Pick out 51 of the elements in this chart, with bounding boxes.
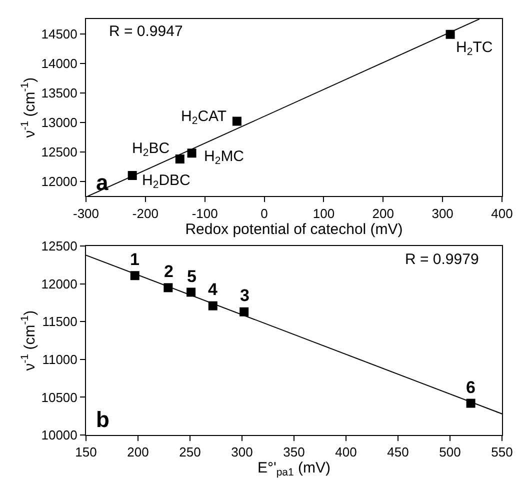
x-axis-title: E°'$_{pa1}$ (mV)	[257, 460, 331, 479]
x-tick-label: 150	[75, 444, 97, 460]
x-tick-label: 300	[432, 206, 454, 221]
point	[240, 307, 249, 316]
x-tick-label: 0	[260, 206, 268, 221]
annotation: H$_{2}$DBC	[142, 172, 191, 192]
y-tick-label: 12000	[41, 276, 78, 292]
annotation: 4	[208, 280, 218, 299]
y-tick-label: 13500	[41, 85, 78, 100]
x-tick-label: 400	[491, 206, 513, 221]
x-tick-label: 250	[179, 444, 201, 460]
y-tick-label: 10500	[41, 390, 78, 405]
x-tick-label: 450	[387, 444, 409, 460]
annotation: a	[96, 170, 109, 195]
y-tick-label: 13000	[41, 114, 78, 130]
annotation: 6	[466, 378, 476, 397]
x-tick-label: 500	[439, 444, 461, 460]
point	[232, 116, 242, 126]
annotation: H$_{2}$TC	[456, 39, 493, 58]
x-tick-label: 200	[127, 444, 149, 460]
x-tick-label: -200	[132, 206, 158, 221]
x-tick-label: 200	[372, 206, 394, 221]
annotation: H$_{2}$CAT	[181, 108, 227, 128]
annotation: R = 0.9947	[109, 23, 183, 40]
y-tick-label: 14500	[41, 26, 78, 42]
annotation: b	[96, 407, 110, 432]
point	[187, 148, 196, 158]
y-tick-label: 11500	[42, 314, 78, 330]
x-axis-title: Redox potential of catechol (mV)	[185, 220, 403, 238]
x-tick-label: -100	[192, 206, 218, 221]
annotation: R = 0.9979	[405, 251, 479, 268]
annotation: H$_{2}$BC	[132, 140, 170, 160]
y-tick-label: 12500	[41, 238, 78, 254]
point	[175, 154, 184, 164]
x-tick-label: 550	[491, 444, 513, 460]
x-tick-label: -300	[72, 206, 100, 221]
x-tick-label: 100	[312, 206, 335, 221]
x-tick-label: 400	[335, 444, 357, 460]
y-tick-label: 12500	[41, 144, 78, 160]
point	[186, 288, 196, 297]
annotation: 1	[130, 250, 140, 269]
y-tick-label: 10000	[41, 428, 78, 443]
annotation: 3	[240, 286, 250, 305]
annotation: 5	[187, 267, 196, 286]
y-tick-label: 12000	[41, 174, 78, 189]
y-tick-label: 14000	[41, 56, 78, 71]
x-tick-label: 300	[231, 444, 253, 460]
annotation: H$_{2}$MC	[204, 148, 244, 168]
y-tick-label: 11000	[42, 352, 78, 368]
annotation: 2	[164, 262, 174, 281]
x-tick-label: 350	[283, 444, 305, 460]
